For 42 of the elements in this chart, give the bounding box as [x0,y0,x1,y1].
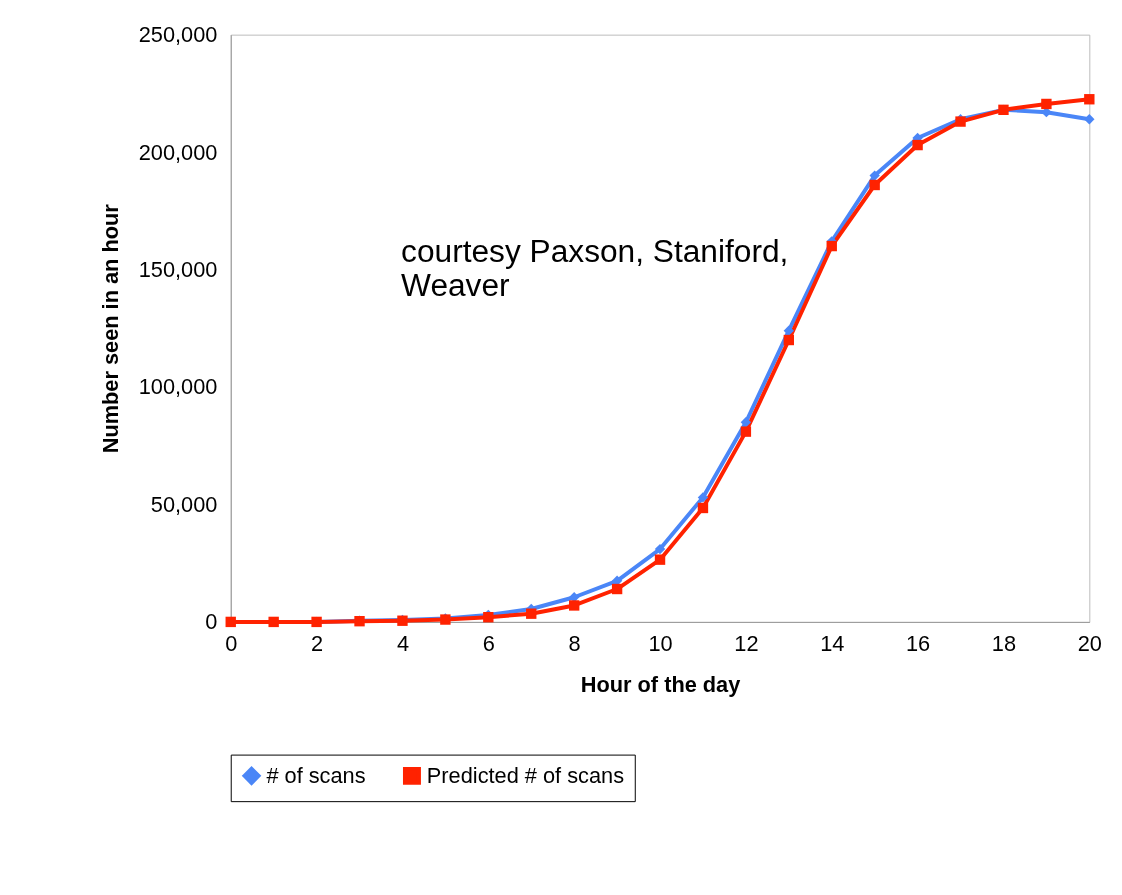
x-tick-label: 10 [648,631,673,657]
y-tick-label: 50,000 [150,491,218,517]
point [869,179,880,191]
point [826,240,837,252]
legend-label: Predicted # of scans [426,762,625,788]
point [783,325,795,336]
y-tick-label: 250,000 [138,22,218,48]
point [783,334,795,346]
y-tick-label: 0 [205,609,218,635]
x-tick-label: 16 [905,631,931,657]
x-tick-label: 8 [568,631,581,657]
point [526,608,537,619]
y-tick-label: 100,000 [138,374,218,400]
x-tick-label: 12 [734,631,759,657]
x-tick-label: 20 [1077,631,1102,657]
point [225,616,236,628]
point [1084,94,1095,105]
point [1041,98,1052,110]
point [654,554,666,565]
point [654,543,666,555]
x-tick-label: 0 [225,631,238,657]
point [740,417,752,428]
y-tick-label: 200,000 [138,139,218,165]
point [912,139,923,151]
point [740,426,752,437]
point [1084,114,1095,125]
point [869,170,880,181]
x-tick-label: 2 [311,631,324,657]
point [268,616,279,628]
x-tick-label: 18 [991,631,1017,657]
x-axis-title: Hour of the day [580,671,741,697]
x-tick-label: 14 [820,631,845,657]
point [697,502,709,514]
legend-label: # of scans [266,762,366,788]
x-tick-label: 4 [396,631,409,657]
point [611,583,623,595]
point [697,492,709,503]
point [568,600,580,611]
y-tick-label: 150,000 [138,256,218,282]
x-tick-label: 6 [482,631,495,657]
annotation: courtesy Paxson, Staniford, Weaver [401,233,789,304]
y-axis-title: Number seen in an hour [97,203,123,454]
